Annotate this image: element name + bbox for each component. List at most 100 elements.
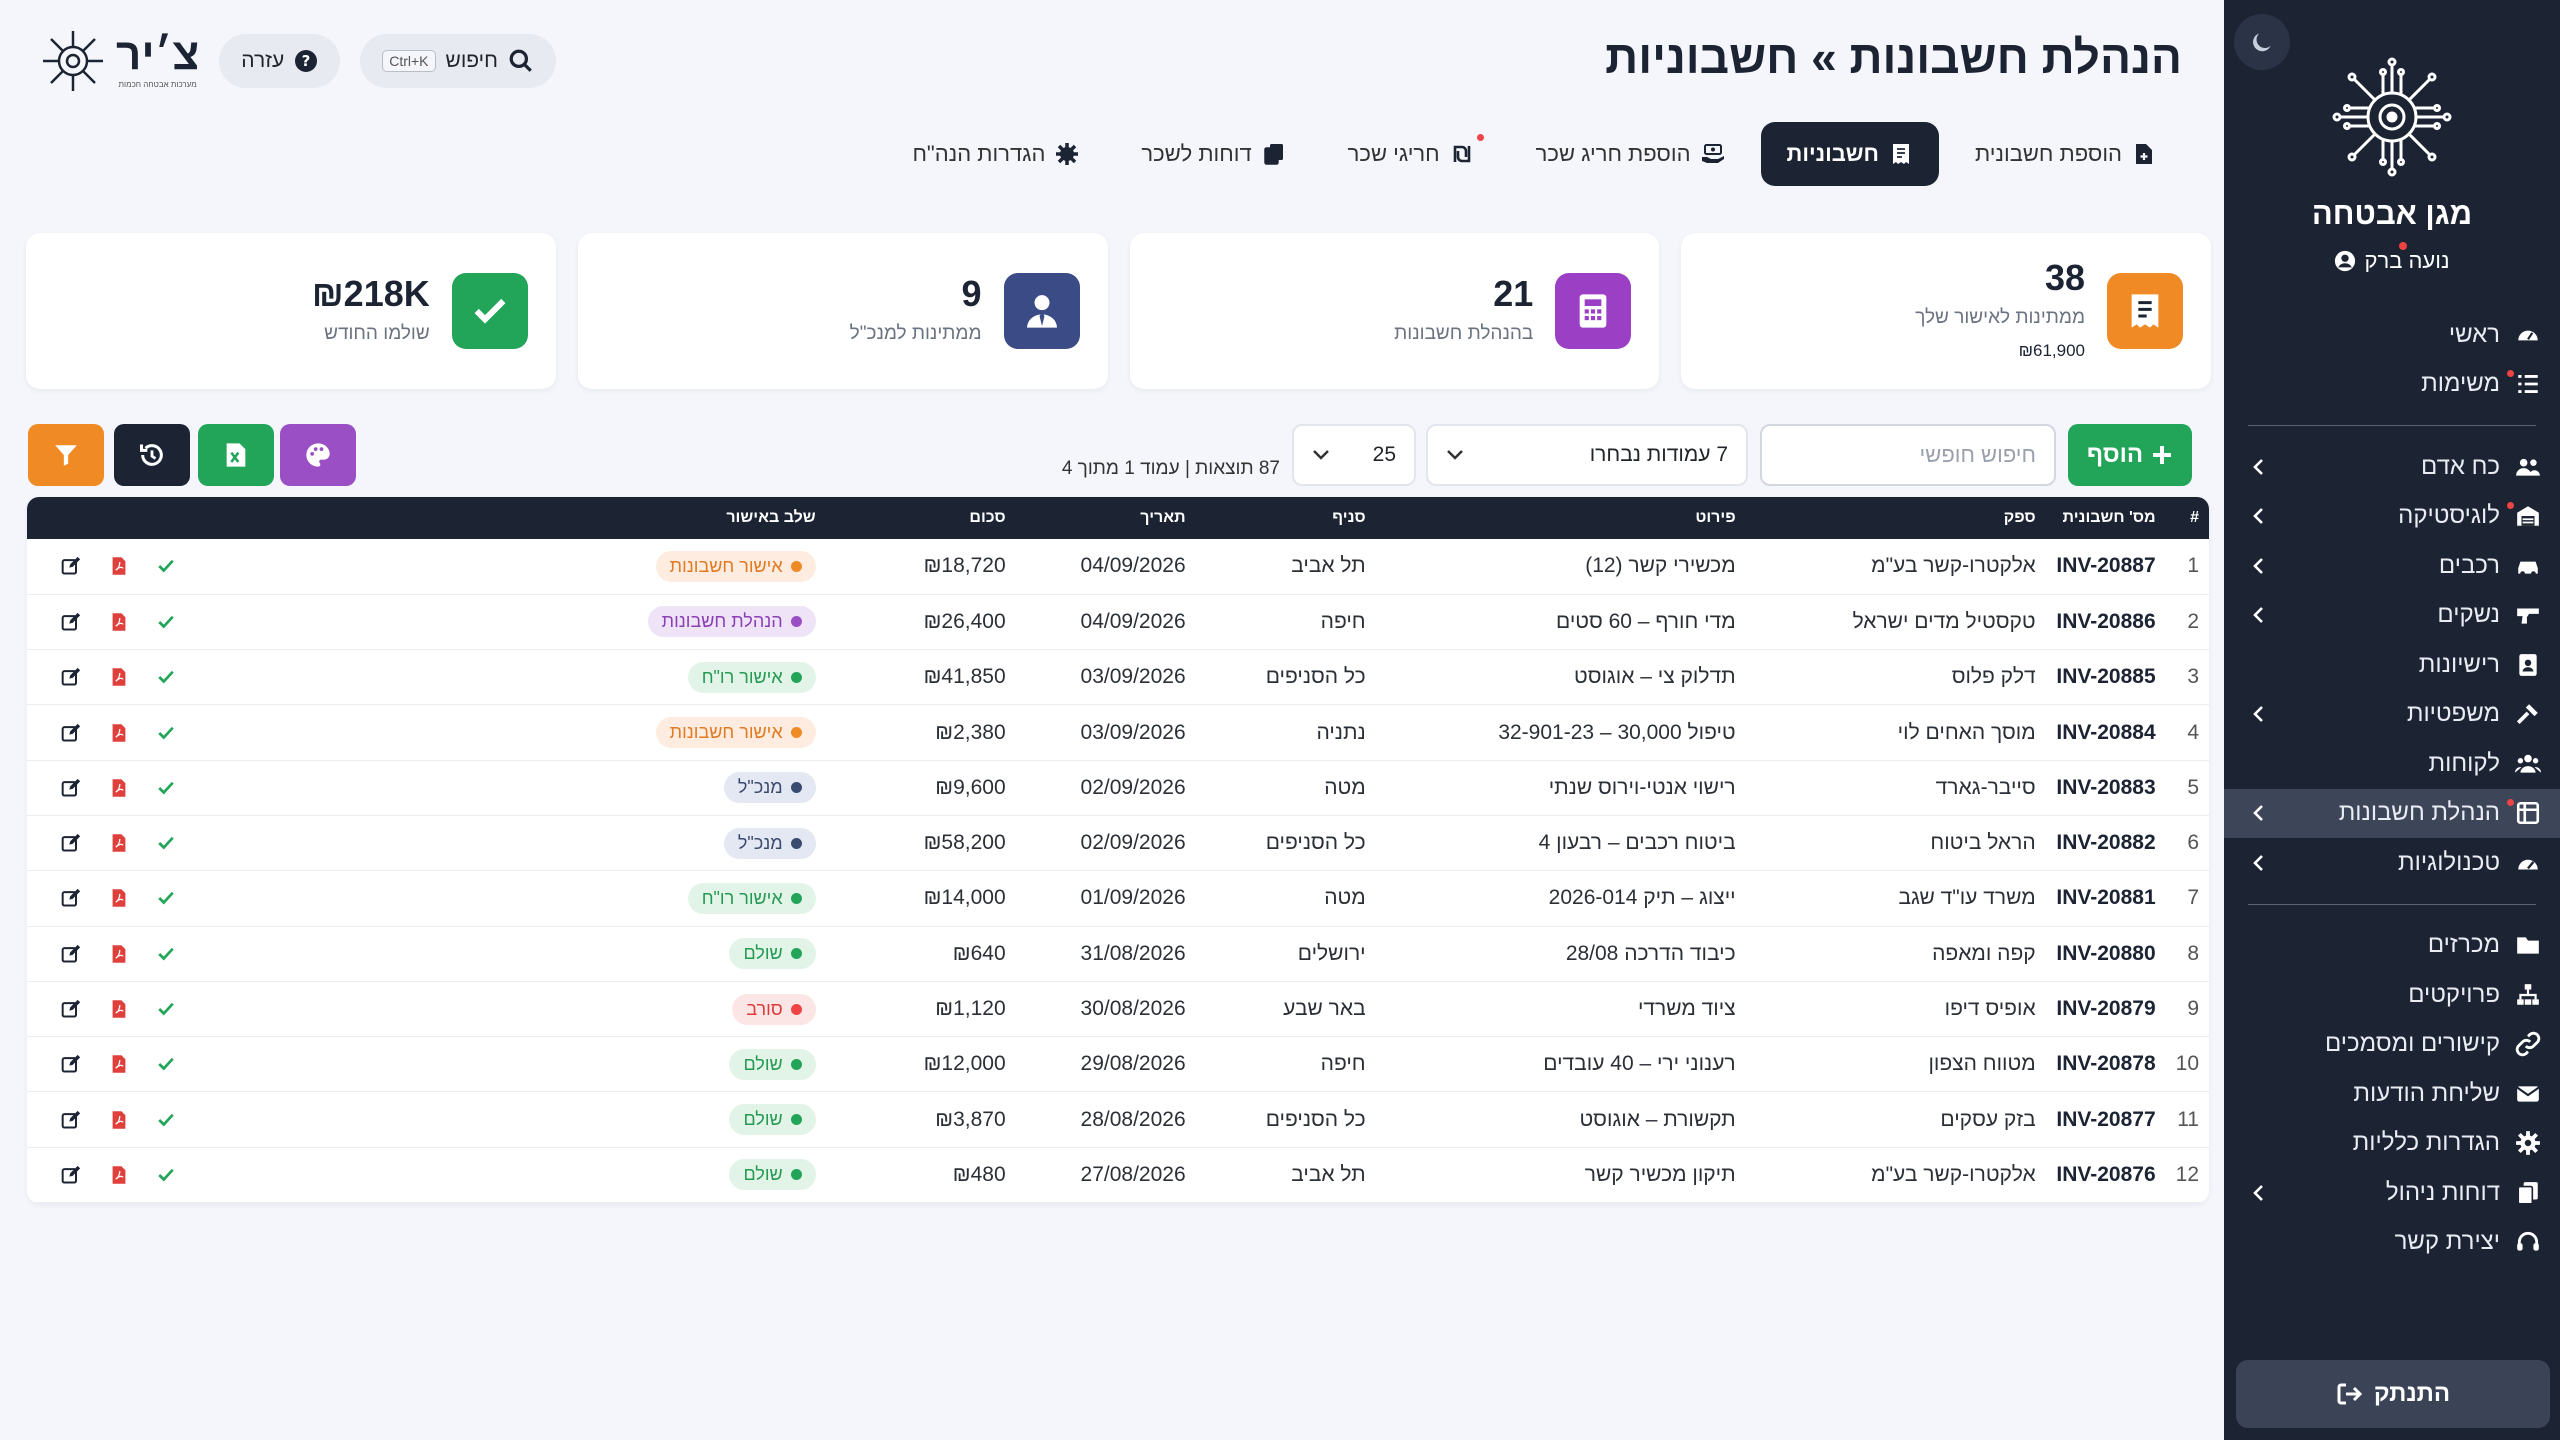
table-row[interactable]: 4 INV-20884 מוסך האחים לוי טיפול 30,000 …: [27, 705, 2209, 761]
invoice-number[interactable]: INV-20884: [2056, 720, 2156, 744]
table-row[interactable]: 10 INV-20878 מטווח הצפון רענוני ירי – 40…: [27, 1037, 2209, 1092]
pdf-button[interactable]: [111, 612, 127, 632]
pdf-button[interactable]: [111, 556, 127, 576]
tab-receipt[interactable]: חשבוניות: [1760, 122, 1939, 186]
tab-file-plus[interactable]: הוספת חשבונית: [1949, 122, 2182, 186]
pdf-button[interactable]: [111, 778, 127, 798]
sidebar-item-gear[interactable]: הגדרות כלליות: [2224, 1119, 2560, 1169]
invoice-number[interactable]: INV-20885: [2056, 665, 2156, 689]
edit-button[interactable]: [61, 1110, 81, 1130]
edit-button[interactable]: [61, 833, 81, 853]
invoice-number[interactable]: INV-20881: [2056, 886, 2156, 910]
sidebar-item-warehouse[interactable]: לוגיסטיקה: [2224, 492, 2560, 542]
approve-button[interactable]: [157, 1111, 175, 1129]
stat-card[interactable]: 21 בהנהלת חשבונות: [1129, 233, 1660, 389]
table-row[interactable]: 1 INV-20887 אלקטרו-קשר בע"מ מכשירי קשר (…: [27, 539, 2209, 595]
table-row[interactable]: 6 INV-20882 הראל ביטוח ביטוח רכבים – רבע…: [27, 815, 2209, 871]
table-row[interactable]: 11 INV-20877 בזק עסקים תקשורת – אוגוסט כ…: [27, 1092, 2209, 1148]
approve-button[interactable]: [157, 557, 175, 575]
approve-button[interactable]: [157, 889, 175, 907]
column-header[interactable]: #: [2190, 509, 2199, 526]
sidebar-item-tasks[interactable]: משימות: [2224, 360, 2560, 410]
invoice-number[interactable]: INV-20886: [2056, 609, 2156, 633]
add-invoice-button[interactable]: הוסף: [2068, 424, 2192, 486]
sidebar-item-envelope[interactable]: שליחת הודעות: [2224, 1069, 2560, 1119]
approve-button[interactable]: [157, 834, 175, 852]
sidebar-item-id-card[interactable]: רישיונות: [2224, 640, 2560, 690]
sidebar-item-ledger[interactable]: הנהלת חשבונות: [2224, 788, 2560, 838]
approve-button[interactable]: [157, 613, 175, 631]
dark-mode-toggle[interactable]: [2234, 14, 2290, 70]
sidebar-item-copy[interactable]: דוחות ניהול: [2224, 1168, 2560, 1218]
column-header[interactable]: מס' חשבונית: [2062, 509, 2156, 526]
table-row[interactable]: 3 INV-20885 דלק פלוס תדלוק צי – אוגוסט כ…: [27, 650, 2209, 705]
pdf-button[interactable]: [111, 1054, 127, 1074]
column-header[interactable]: סניף: [1332, 509, 1366, 526]
reset-button[interactable]: [114, 424, 190, 486]
stat-card[interactable]: 9 ממתינות למנכ"ל: [577, 233, 1108, 389]
invoice-number[interactable]: INV-20883: [2056, 775, 2156, 799]
column-header[interactable]: תאריך: [1140, 509, 1186, 526]
column-header[interactable]: פירוט: [1695, 509, 1736, 526]
edit-button[interactable]: [61, 723, 81, 743]
approve-button[interactable]: [157, 779, 175, 797]
edit-button[interactable]: [61, 1165, 81, 1185]
pdf-button[interactable]: [111, 833, 127, 853]
edit-button[interactable]: [61, 667, 81, 687]
free-search-input[interactable]: [1760, 424, 2056, 486]
export-excel-button[interactable]: [198, 424, 274, 486]
invoice-number[interactable]: INV-20876: [2056, 1162, 2156, 1186]
approve-button[interactable]: [157, 668, 175, 686]
edit-button[interactable]: [61, 999, 81, 1019]
columns-select[interactable]: 7 עמודות נבחרו: [1426, 424, 1748, 486]
sidebar-item-gauge[interactable]: ראשי: [2224, 310, 2560, 360]
tab-gear[interactable]: הגדרות הנה"ח: [886, 122, 1105, 186]
stat-card[interactable]: 38 ממתינות לאישור שלך ₪61,900: [1681, 233, 2211, 389]
invoice-number[interactable]: INV-20879: [2056, 997, 2156, 1021]
per-page-select[interactable]: 25: [1292, 424, 1416, 486]
help-button[interactable]: ? עזרה: [219, 34, 341, 88]
logout-button[interactable]: התנתק: [2236, 1360, 2550, 1428]
pdf-button[interactable]: [111, 1165, 127, 1185]
filter-button[interactable]: [28, 424, 104, 486]
invoice-number[interactable]: INV-20887: [2056, 554, 2156, 578]
invoice-number[interactable]: INV-20878: [2056, 1052, 2156, 1076]
invoice-number[interactable]: INV-20882: [2056, 831, 2156, 855]
table-row[interactable]: 5 INV-20883 סייבר-גארד רישוי אנטי-וירוס …: [27, 760, 2209, 816]
column-header[interactable]: סכום: [969, 509, 1006, 526]
pdf-button[interactable]: [111, 723, 127, 743]
invoice-number[interactable]: INV-20880: [2056, 941, 2156, 965]
tab-copy[interactable]: דוחות לשכר: [1115, 122, 1311, 186]
edit-button[interactable]: [61, 944, 81, 964]
column-header[interactable]: ספק: [2003, 509, 2036, 526]
sidebar-item-sitemap[interactable]: פרויקטים: [2224, 970, 2560, 1020]
sidebar-item-folder[interactable]: מכרזים: [2224, 921, 2560, 971]
global-search-button[interactable]: חיפוש Ctrl+K: [360, 34, 556, 88]
sidebar-item-clients[interactable]: לקוחות: [2224, 739, 2560, 789]
approve-button[interactable]: [157, 945, 175, 963]
table-row[interactable]: 9 INV-20879 אופיס דיפו ציוד משרדי באר שב…: [27, 981, 2209, 1037]
approve-button[interactable]: [157, 1166, 175, 1184]
edit-button[interactable]: [61, 888, 81, 908]
edit-button[interactable]: [61, 778, 81, 798]
theme-button[interactable]: [280, 424, 356, 486]
table-row[interactable]: 12 INV-20876 אלקטרו-קשר בע"מ תיקון מכשיר…: [27, 1147, 2209, 1203]
sidebar-item-headset[interactable]: יצירת קשר: [2224, 1218, 2560, 1268]
sidebar-item-gun[interactable]: נשקים: [2224, 591, 2560, 641]
sidebar-item-gavel[interactable]: משפטיות: [2224, 690, 2560, 740]
column-header[interactable]: שלב באישור: [726, 509, 816, 526]
edit-button[interactable]: [61, 556, 81, 576]
pdf-button[interactable]: [111, 999, 127, 1019]
sidebar-item-car[interactable]: רכבים: [2224, 541, 2560, 591]
pdf-button[interactable]: [111, 888, 127, 908]
stat-card[interactable]: ₪218K שולמו החודש: [26, 233, 556, 389]
edit-button[interactable]: [61, 612, 81, 632]
table-row[interactable]: 2 INV-20886 טקסטיל מדים ישראל מדי חורף –…: [27, 594, 2209, 650]
current-user[interactable]: נועה ברק: [2224, 242, 2560, 274]
sidebar-item-tech[interactable]: טכנולוגיות: [2224, 838, 2560, 888]
pdf-button[interactable]: [111, 1110, 127, 1130]
table-row[interactable]: 8 INV-20880 קפה ומאפה כיבוד הדרכה 28/08 …: [27, 926, 2209, 982]
sidebar-item-users[interactable]: כח אדם: [2224, 442, 2560, 492]
pdf-button[interactable]: [111, 944, 127, 964]
tab-money-hand[interactable]: הוספת חריג שכר: [1510, 122, 1751, 186]
